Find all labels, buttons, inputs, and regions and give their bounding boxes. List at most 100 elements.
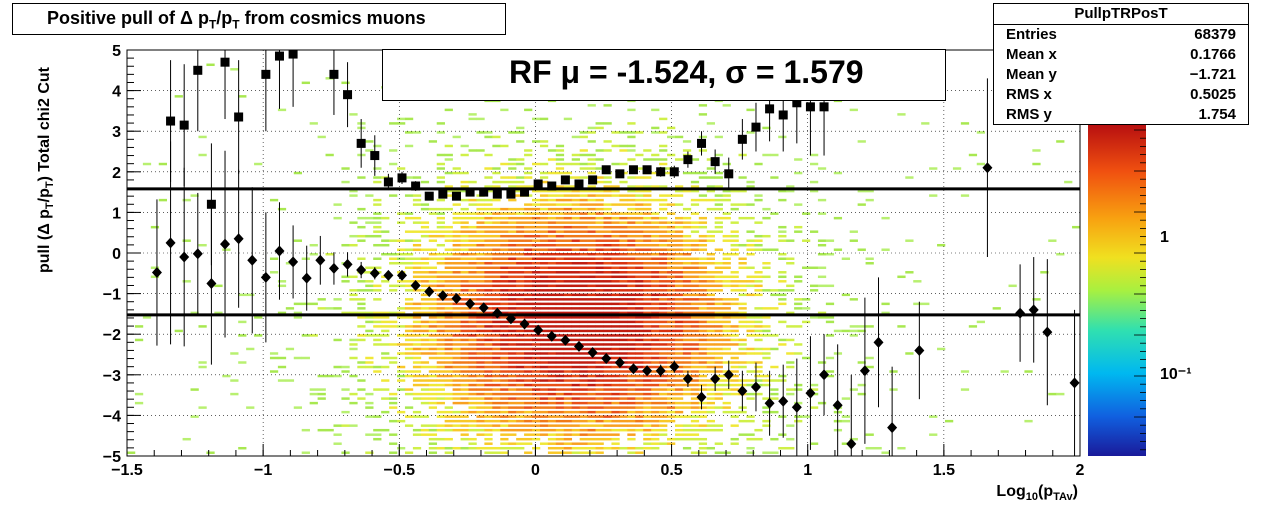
heat-cell bbox=[436, 343, 445, 346]
heat-cell bbox=[667, 320, 676, 324]
heat-cell bbox=[349, 293, 358, 297]
heat-cell bbox=[706, 397, 715, 400]
heat-cell bbox=[500, 253, 509, 256]
heat-cell bbox=[436, 361, 445, 364]
heat-cell bbox=[214, 284, 223, 288]
data-point-square bbox=[560, 175, 570, 185]
heat-cell bbox=[587, 225, 596, 229]
heat-cell bbox=[667, 126, 676, 130]
heat-cell bbox=[619, 320, 628, 324]
heat-cell bbox=[555, 234, 565, 238]
heat-cell bbox=[277, 280, 287, 283]
heat-cell bbox=[595, 307, 604, 310]
heat-cell bbox=[516, 428, 525, 432]
heat-cell bbox=[730, 284, 739, 288]
heat-cell bbox=[929, 194, 938, 197]
heat-cell bbox=[563, 442, 573, 445]
heat-cell bbox=[373, 437, 382, 441]
heat-cell bbox=[269, 271, 279, 274]
heat-cell bbox=[746, 280, 755, 283]
heat-cell bbox=[651, 343, 660, 346]
heat-cell bbox=[412, 194, 422, 197]
heat-cell bbox=[420, 289, 430, 292]
heat-cell bbox=[476, 234, 485, 238]
heat-cell bbox=[516, 234, 525, 238]
heat-cell bbox=[516, 275, 525, 279]
heat-cell bbox=[547, 266, 557, 270]
heat-cell bbox=[389, 401, 398, 405]
data-point-diamond bbox=[791, 401, 802, 413]
heat-cell bbox=[563, 424, 573, 427]
heat-cell bbox=[579, 365, 588, 369]
heat-cell bbox=[428, 370, 438, 373]
heat-cell bbox=[659, 225, 668, 229]
heat-cell bbox=[555, 415, 565, 418]
heat-cell bbox=[786, 257, 795, 260]
heat-cell bbox=[746, 433, 755, 436]
heat-cell bbox=[476, 370, 485, 373]
heat-cell bbox=[627, 379, 636, 382]
heat-cell bbox=[420, 415, 430, 418]
heat-cell bbox=[524, 275, 533, 279]
heat-cell bbox=[611, 338, 620, 342]
heat-cell bbox=[778, 275, 787, 279]
heat-cell bbox=[730, 248, 739, 251]
heat-cell bbox=[412, 131, 422, 134]
heat-cell bbox=[667, 293, 676, 297]
heat-cell bbox=[476, 212, 485, 215]
heat-cell bbox=[603, 334, 612, 337]
heat-cell bbox=[357, 239, 366, 242]
heat-cell bbox=[532, 415, 541, 418]
heat-cell bbox=[492, 356, 501, 360]
heat-cell bbox=[595, 284, 604, 288]
heat-cell bbox=[698, 356, 708, 360]
heat-cell bbox=[333, 216, 342, 220]
heat-cell bbox=[436, 280, 445, 283]
heat-cell bbox=[492, 257, 501, 260]
heat-cell bbox=[786, 424, 795, 427]
heat-cell bbox=[667, 298, 676, 301]
heat-cell bbox=[651, 234, 660, 238]
heat-cell bbox=[484, 280, 493, 283]
data-point-diamond bbox=[437, 290, 448, 302]
heat-cell bbox=[524, 388, 533, 391]
heat-cell bbox=[444, 262, 453, 265]
heat-cell bbox=[460, 311, 469, 315]
heat-cell bbox=[476, 284, 485, 288]
heat-cell bbox=[158, 198, 168, 202]
heat-cell bbox=[667, 194, 676, 197]
heat-cell bbox=[619, 397, 628, 400]
heat-cell bbox=[555, 194, 565, 197]
heat-cell bbox=[452, 307, 461, 310]
heat-cell bbox=[532, 401, 541, 405]
heat-cell bbox=[714, 320, 723, 324]
heat-cell bbox=[563, 361, 573, 364]
heat-cell bbox=[468, 225, 477, 229]
heat-cell bbox=[277, 108, 287, 112]
data-point-diamond bbox=[328, 262, 339, 274]
heat-cell bbox=[579, 325, 588, 328]
heat-cell bbox=[674, 365, 684, 369]
heat-cell bbox=[516, 239, 525, 242]
heat-cell bbox=[492, 424, 501, 427]
heat-cell bbox=[389, 311, 398, 315]
heat-cell bbox=[714, 135, 723, 139]
heat-cell bbox=[889, 388, 898, 391]
heat-cell bbox=[524, 221, 533, 224]
heat-cell bbox=[238, 95, 247, 98]
heat-cell bbox=[754, 275, 763, 279]
heat-cell bbox=[492, 216, 501, 220]
heat-cell bbox=[547, 189, 557, 193]
heat-cell bbox=[436, 275, 445, 279]
heat-cell bbox=[762, 352, 771, 355]
heat-cell bbox=[587, 153, 596, 157]
heat-cell bbox=[539, 374, 549, 378]
heat-cell bbox=[690, 370, 700, 373]
heat-cell bbox=[706, 234, 715, 238]
heat-cell bbox=[524, 316, 533, 319]
heat-cell bbox=[500, 234, 509, 238]
data-point-square bbox=[438, 189, 448, 199]
heat-cell bbox=[365, 451, 374, 454]
heat-cell bbox=[611, 401, 620, 405]
heat-cell bbox=[921, 122, 930, 125]
